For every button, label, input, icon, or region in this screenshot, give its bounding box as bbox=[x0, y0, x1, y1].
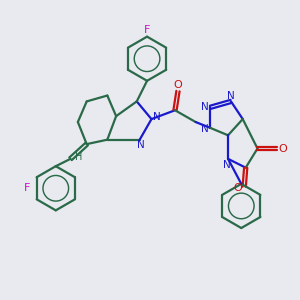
Text: N: N bbox=[153, 112, 160, 122]
Text: O: O bbox=[174, 80, 182, 90]
Text: N: N bbox=[137, 140, 145, 150]
Text: O: O bbox=[233, 183, 242, 193]
Text: N: N bbox=[223, 160, 230, 170]
Text: N: N bbox=[201, 124, 208, 134]
Text: O: O bbox=[278, 143, 287, 154]
Text: H: H bbox=[75, 152, 82, 162]
Text: N: N bbox=[227, 91, 235, 100]
Text: F: F bbox=[144, 25, 150, 35]
Text: F: F bbox=[24, 183, 30, 193]
Text: N: N bbox=[201, 102, 208, 112]
